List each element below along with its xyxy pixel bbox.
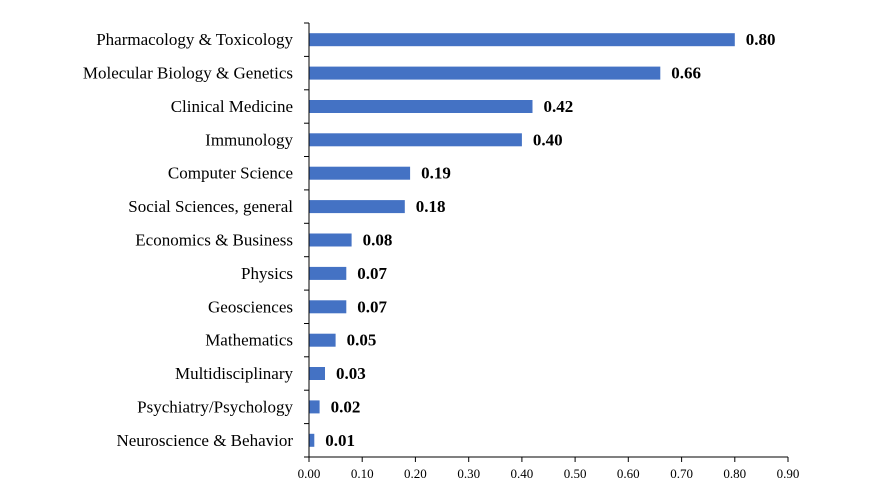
- value-label-2: 0.42: [544, 97, 574, 116]
- x-tick-label-4: 0.40: [511, 466, 534, 481]
- bar-11: [309, 400, 320, 414]
- category-label-4: Computer Science: [168, 164, 293, 183]
- bar-8: [309, 300, 347, 314]
- value-labels: 0.80 0.66 0.42 0.40 0.19 0.18 0.08 0.07 0.07 0.05…: [325, 30, 775, 450]
- value-label-9: 0.05: [347, 331, 377, 350]
- bar-0: [309, 33, 735, 47]
- value-label-11: 0.02: [331, 397, 361, 416]
- category-label-8: Geosciences: [208, 297, 293, 316]
- value-label-0: 0.80: [746, 30, 776, 49]
- value-label-8: 0.07: [357, 297, 387, 316]
- bar-5: [309, 200, 405, 214]
- bar-6: [309, 233, 352, 247]
- bar-3: [309, 133, 522, 147]
- x-tick-label-6: 0.60: [617, 466, 640, 481]
- bar-7: [309, 266, 347, 280]
- bar-1: [309, 66, 661, 80]
- value-label-7: 0.07: [357, 264, 387, 283]
- axes: [308, 23, 788, 458]
- value-label-10: 0.03: [336, 364, 366, 383]
- x-axis-ticks: 0.00 0.10 0.20 0.30 0.40 0.50 0.60 0.70 0.80 0.90: [298, 457, 800, 481]
- bar-12: [309, 433, 315, 447]
- category-label-2: Clinical Medicine: [171, 97, 293, 116]
- x-tick-label-0: 0.00: [298, 466, 321, 481]
- category-label-12: Neuroscience & Behavior: [116, 431, 293, 450]
- x-tick-label-1: 0.10: [351, 466, 374, 481]
- x-tick-label-2: 0.20: [404, 466, 427, 481]
- category-label-10: Multidisciplinary: [175, 364, 294, 383]
- bar-2: [309, 100, 533, 113]
- x-tick-label-9: 0.90: [777, 466, 800, 481]
- category-label-0: Pharmacology & Toxicology: [96, 30, 293, 49]
- category-label-11: Psychiatry/Psychology: [137, 397, 293, 416]
- x-tick-label-7: 0.70: [670, 466, 693, 481]
- category-label-6: Economics & Business: [135, 231, 293, 250]
- x-tick-label-8: 0.80: [723, 466, 746, 481]
- bar-10: [309, 367, 325, 380]
- value-label-3: 0.40: [533, 130, 563, 149]
- category-label-3: Immunology: [205, 130, 293, 149]
- bar-9: [309, 333, 336, 347]
- y-axis-ticks: [304, 22, 309, 458]
- category-label-1: Molecular Biology & Genetics: [83, 64, 293, 83]
- value-label-12: 0.01: [325, 431, 355, 450]
- category-labels: Pharmacology & Toxicology Molecular Biolo…: [83, 30, 294, 450]
- category-label-7: Physics: [241, 264, 293, 283]
- x-tick-label-3: 0.30: [457, 466, 480, 481]
- category-label-5: Social Sciences, general: [128, 197, 293, 216]
- value-label-6: 0.08: [363, 231, 393, 250]
- value-label-5: 0.18: [416, 197, 446, 216]
- category-label-9: Mathematics: [205, 331, 293, 350]
- bars-layer: [309, 33, 735, 447]
- x-tick-label-5: 0.50: [564, 466, 587, 481]
- bar-4: [309, 166, 411, 180]
- value-label-1: 0.66: [671, 64, 701, 83]
- value-label-4: 0.19: [421, 164, 451, 183]
